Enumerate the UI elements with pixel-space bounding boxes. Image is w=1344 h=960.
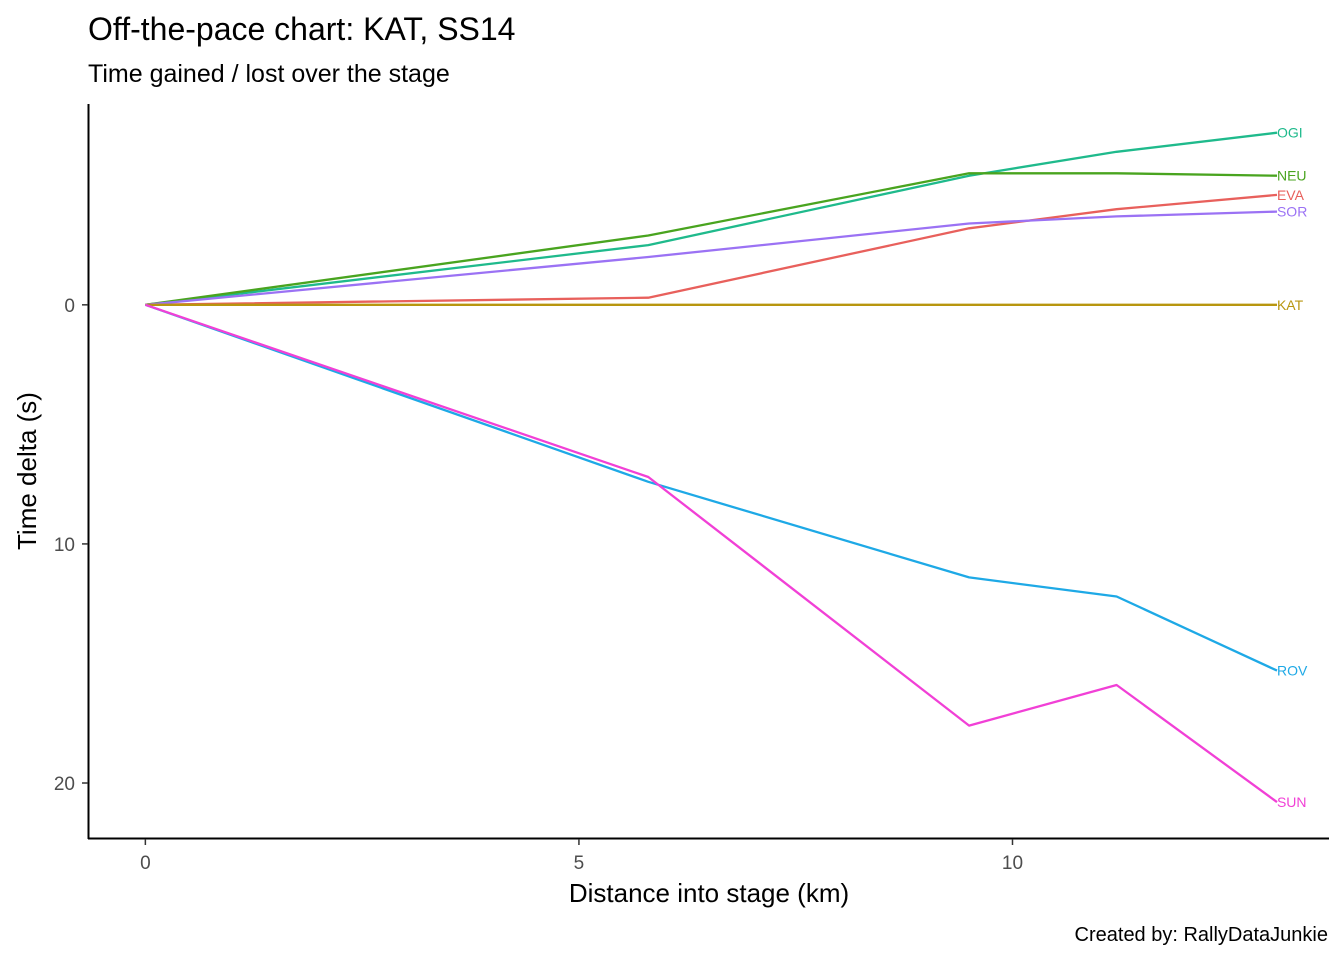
- series-line-eva: [145, 193, 1278, 306]
- y-tick-label: 10: [54, 535, 75, 556]
- series-label-sun: SUN: [1277, 794, 1307, 810]
- y-tick-label: 0: [64, 296, 75, 317]
- series-label-eva: EVA: [1277, 187, 1305, 203]
- chart-subtitle: Time gained / lost over the stage: [88, 60, 450, 88]
- series-line-neu: [145, 172, 1278, 306]
- y-axis-title: Time delta (s): [12, 392, 42, 550]
- x-axis-ticks: 0 5 10: [140, 839, 1023, 874]
- x-tick-label: 5: [574, 853, 585, 874]
- series-line-ogi: [145, 131, 1278, 306]
- chart-title: Off-the-pace chart: KAT, SS14: [88, 11, 515, 47]
- series-line-rov: [145, 303, 1278, 672]
- series-label-ogi: OGI: [1277, 125, 1303, 141]
- series-line-sor: [145, 210, 1278, 306]
- x-tick-label: 0: [140, 853, 151, 874]
- series-line-sun: [145, 303, 1278, 804]
- series-label-sor: SOR: [1277, 204, 1307, 220]
- x-axis-title: Distance into stage (km): [569, 878, 849, 908]
- x-tick-label: 10: [1002, 853, 1023, 874]
- series-layer: [145, 131, 1278, 804]
- series-label-rov: ROV: [1277, 663, 1308, 679]
- y-axis-ticks: 0 10 20: [54, 296, 88, 795]
- y-tick-label: 20: [54, 774, 75, 795]
- chart-caption: Created by: RallyDataJunkie: [1075, 924, 1328, 946]
- series-label-neu: NEU: [1277, 168, 1307, 184]
- series-label-kat: KAT: [1277, 297, 1304, 313]
